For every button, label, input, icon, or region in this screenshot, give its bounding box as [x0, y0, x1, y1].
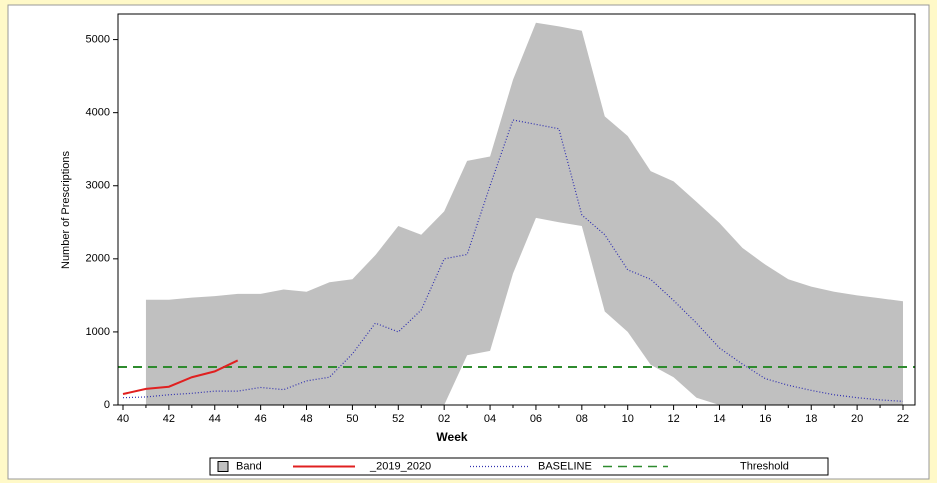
legend-label: Threshold — [740, 460, 789, 472]
x-tick-label: 18 — [805, 413, 817, 425]
band — [145, 22, 904, 406]
y-axis-label: Number of Prescriptions — [60, 151, 72, 269]
x-tick-label: 46 — [255, 413, 267, 425]
y-tick-label: 1000 — [86, 326, 110, 338]
legend-label: _2019_2020 — [369, 460, 431, 472]
plot-frame — [117, 13, 916, 406]
y-tick-label: 4000 — [86, 107, 110, 119]
x-tick-label: 44 — [209, 413, 221, 425]
x-tick-label: 40 — [117, 413, 129, 425]
y-tick-label: 2000 — [86, 253, 110, 265]
x-tick-label: 20 — [851, 413, 863, 425]
x-tick-label: 14 — [713, 413, 725, 425]
y-tick-label: 5000 — [86, 33, 110, 45]
legend-label: BASELINE — [538, 460, 592, 472]
x-tick-label: 02 — [438, 413, 450, 425]
x-tick-label: 50 — [346, 413, 358, 425]
series-line — [122, 119, 904, 402]
y-tick-label: 3000 — [86, 180, 110, 192]
x-axis-label: Week — [436, 430, 467, 444]
x-tick-label: 22 — [897, 413, 909, 425]
x-tick-label: 10 — [622, 413, 634, 425]
x-tick-label: 04 — [484, 413, 496, 425]
series-line — [122, 359, 239, 396]
x-tick-label: 08 — [576, 413, 588, 425]
legend-swatch — [217, 461, 229, 472]
x-tick-label: 52 — [392, 413, 404, 425]
legend-label: Band — [236, 460, 262, 472]
y-tick-label: 0 — [104, 399, 110, 411]
x-tick-label: 12 — [667, 413, 679, 425]
x-tick-label: 48 — [300, 413, 312, 425]
legend-box — [209, 457, 829, 476]
x-tick-label: 06 — [530, 413, 542, 425]
x-tick-label: 42 — [163, 413, 175, 425]
x-tick-label: 16 — [759, 413, 771, 425]
